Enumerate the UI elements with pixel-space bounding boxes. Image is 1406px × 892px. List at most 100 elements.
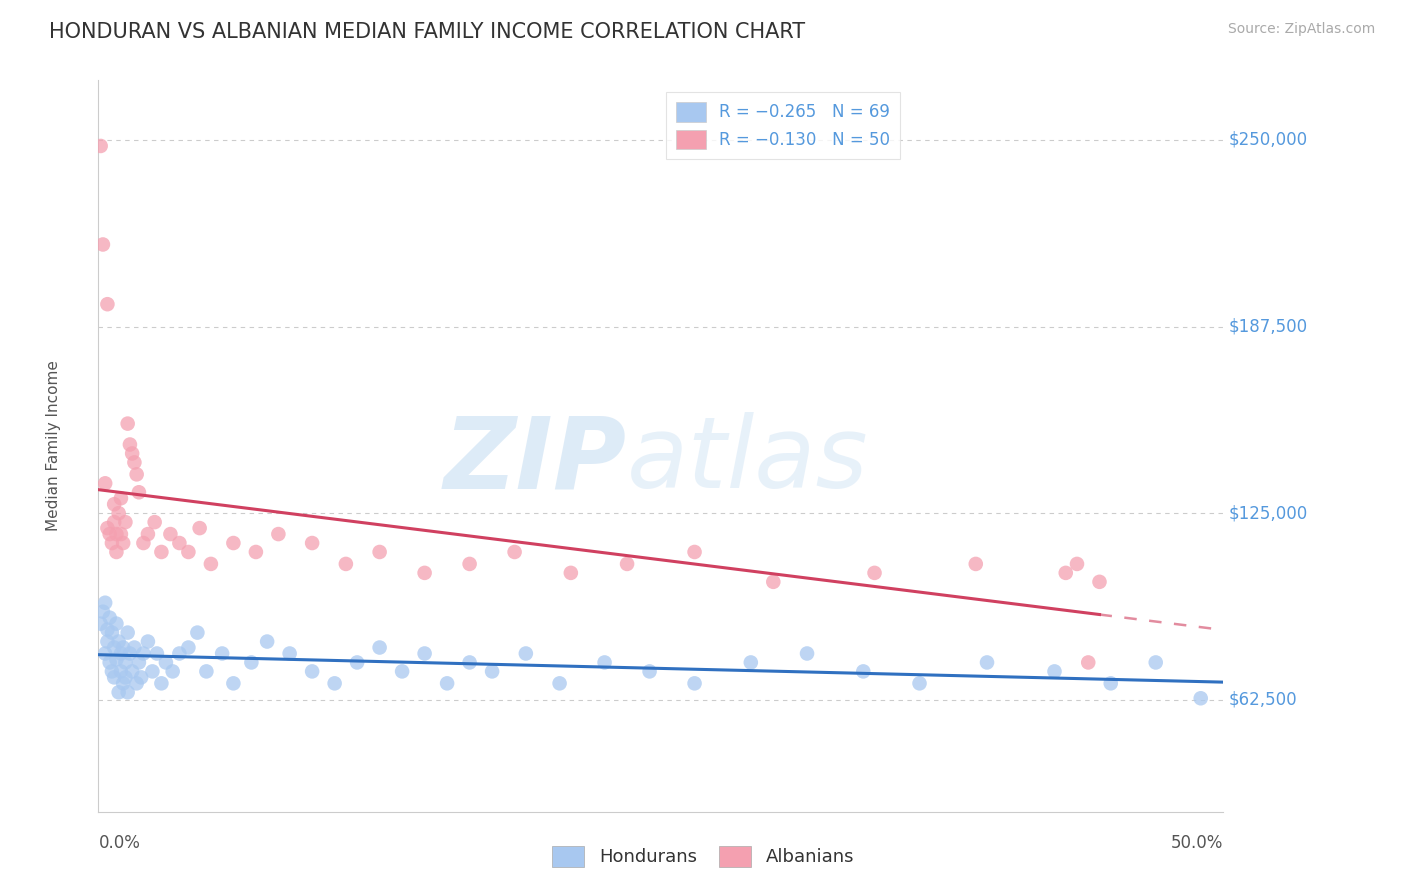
Point — [458, 557, 481, 571]
Point — [105, 527, 128, 541]
Text: Median Family Income: Median Family Income — [46, 360, 60, 532]
Text: $62,500: $62,500 — [1229, 690, 1298, 709]
Point — [110, 665, 132, 679]
Point — [96, 297, 118, 311]
Point — [96, 623, 118, 637]
Point — [211, 647, 233, 661]
Point — [616, 557, 638, 571]
Point — [94, 647, 117, 661]
Point — [413, 647, 436, 661]
Text: $187,500: $187,500 — [1229, 318, 1308, 335]
Point — [240, 656, 263, 670]
Point — [852, 665, 875, 679]
Text: Source: ZipAtlas.com: Source: ZipAtlas.com — [1227, 22, 1375, 37]
Point — [159, 527, 181, 541]
Point — [110, 647, 132, 661]
Point — [245, 545, 267, 559]
Text: ZIP: ZIP — [444, 412, 627, 509]
Point — [129, 670, 152, 684]
Point — [103, 497, 125, 511]
Point — [117, 625, 139, 640]
Point — [195, 665, 218, 679]
Point — [125, 676, 148, 690]
Point — [136, 527, 159, 541]
Point — [118, 647, 141, 661]
Point — [105, 652, 128, 666]
Point — [863, 566, 886, 580]
Point — [150, 545, 173, 559]
Point — [169, 647, 191, 661]
Point — [301, 665, 323, 679]
Point — [117, 417, 139, 431]
Point — [105, 616, 128, 631]
Point — [128, 656, 150, 670]
Point — [103, 515, 125, 529]
Point — [413, 566, 436, 580]
Point — [267, 527, 290, 541]
Point — [107, 634, 129, 648]
Point — [1077, 656, 1099, 670]
Point — [683, 676, 706, 690]
Point — [141, 665, 163, 679]
Point — [436, 676, 458, 690]
Point — [114, 670, 136, 684]
Point — [200, 557, 222, 571]
Point — [132, 536, 155, 550]
Point — [124, 455, 146, 469]
Point — [481, 665, 503, 679]
Point — [323, 676, 346, 690]
Point — [762, 574, 785, 589]
Point — [112, 640, 135, 655]
Text: 50.0%: 50.0% — [1171, 834, 1223, 852]
Point — [117, 685, 139, 699]
Point — [162, 665, 184, 679]
Point — [110, 491, 132, 506]
Point — [132, 647, 155, 661]
Point — [105, 545, 128, 559]
Point — [143, 515, 166, 529]
Point — [177, 640, 200, 655]
Point — [150, 676, 173, 690]
Point — [94, 476, 117, 491]
Point — [146, 647, 169, 661]
Point — [301, 536, 323, 550]
Text: $250,000: $250,000 — [1229, 131, 1308, 149]
Point — [593, 656, 616, 670]
Point — [121, 665, 143, 679]
Point — [98, 527, 121, 541]
Point — [98, 656, 121, 670]
Point — [96, 634, 118, 648]
Point — [1189, 691, 1212, 706]
Point — [560, 566, 582, 580]
Point — [114, 656, 136, 670]
Point — [548, 676, 571, 690]
Point — [125, 467, 148, 482]
Point — [103, 640, 125, 655]
Point — [740, 656, 762, 670]
Point — [638, 665, 661, 679]
Point — [683, 545, 706, 559]
Point — [91, 237, 114, 252]
Point — [186, 625, 208, 640]
Point — [101, 665, 124, 679]
Point — [155, 656, 177, 670]
Text: 0.0%: 0.0% — [98, 834, 141, 852]
Point — [278, 647, 301, 661]
Point — [91, 605, 114, 619]
Point — [1066, 557, 1088, 571]
Point — [136, 634, 159, 648]
Text: $125,000: $125,000 — [1229, 504, 1308, 522]
Point — [114, 515, 136, 529]
Point — [169, 536, 191, 550]
Point — [101, 536, 124, 550]
Point — [796, 647, 818, 661]
Point — [335, 557, 357, 571]
Point — [128, 485, 150, 500]
Point — [965, 557, 987, 571]
Point — [1099, 676, 1122, 690]
Point — [98, 610, 121, 624]
Point — [121, 446, 143, 460]
Point — [346, 656, 368, 670]
Text: atlas: atlas — [627, 412, 869, 509]
Point — [103, 670, 125, 684]
